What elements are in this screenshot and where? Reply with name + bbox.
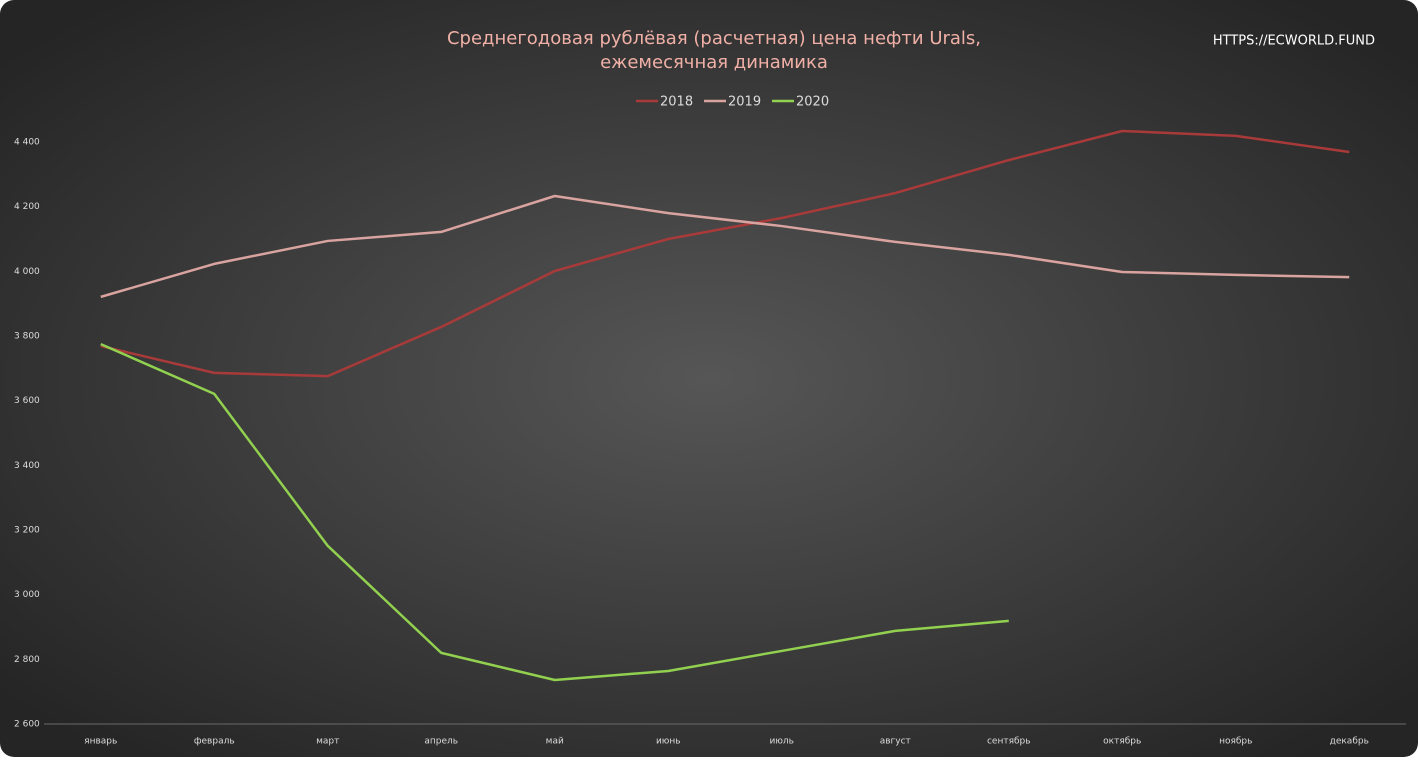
chart-title: Среднегодовая рублёвая (расчетная) цена … bbox=[447, 28, 981, 49]
x-tick-label: июнь bbox=[656, 737, 681, 747]
x-tick-label: август bbox=[880, 737, 911, 747]
x-tick-label: октябрь bbox=[1103, 737, 1141, 747]
legend-label: 2018 bbox=[660, 95, 693, 110]
y-tick-label: 3 400 bbox=[14, 461, 40, 471]
chart-title: ежемесячная динамика bbox=[600, 52, 828, 73]
series-line bbox=[100, 129, 1350, 378]
x-tick-label: февраль bbox=[194, 737, 235, 747]
x-tick-label: декабрь bbox=[1330, 737, 1369, 747]
y-tick-label: 4 400 bbox=[14, 138, 40, 148]
y-tick-label: 4 200 bbox=[14, 202, 40, 212]
x-tick-label: март bbox=[316, 737, 339, 747]
series-line bbox=[100, 194, 1350, 299]
y-tick-label: 3 000 bbox=[14, 590, 40, 600]
x-tick-label: июль bbox=[770, 737, 794, 747]
watermark: HTTPS://ECWORLD.FUND bbox=[1213, 34, 1375, 49]
x-tick-label: январь bbox=[84, 737, 117, 747]
x-tick-label: сентябрь bbox=[987, 737, 1031, 747]
x-tick-label: май bbox=[546, 737, 564, 747]
y-tick-label: 2 800 bbox=[14, 655, 40, 665]
y-tick-label: 2 600 bbox=[14, 720, 40, 730]
y-tick-label: 3 600 bbox=[14, 396, 40, 406]
legend-label: 2019 bbox=[728, 95, 761, 110]
legend-label: 2020 bbox=[796, 95, 829, 110]
series-line bbox=[100, 342, 1009, 682]
y-tick-label: 3 800 bbox=[14, 332, 40, 342]
y-tick-label: 3 200 bbox=[14, 526, 40, 536]
y-tick-label: 4 000 bbox=[14, 267, 40, 277]
x-tick-label: апрель bbox=[424, 737, 458, 747]
x-tick-label: ноябрь bbox=[1219, 737, 1252, 747]
